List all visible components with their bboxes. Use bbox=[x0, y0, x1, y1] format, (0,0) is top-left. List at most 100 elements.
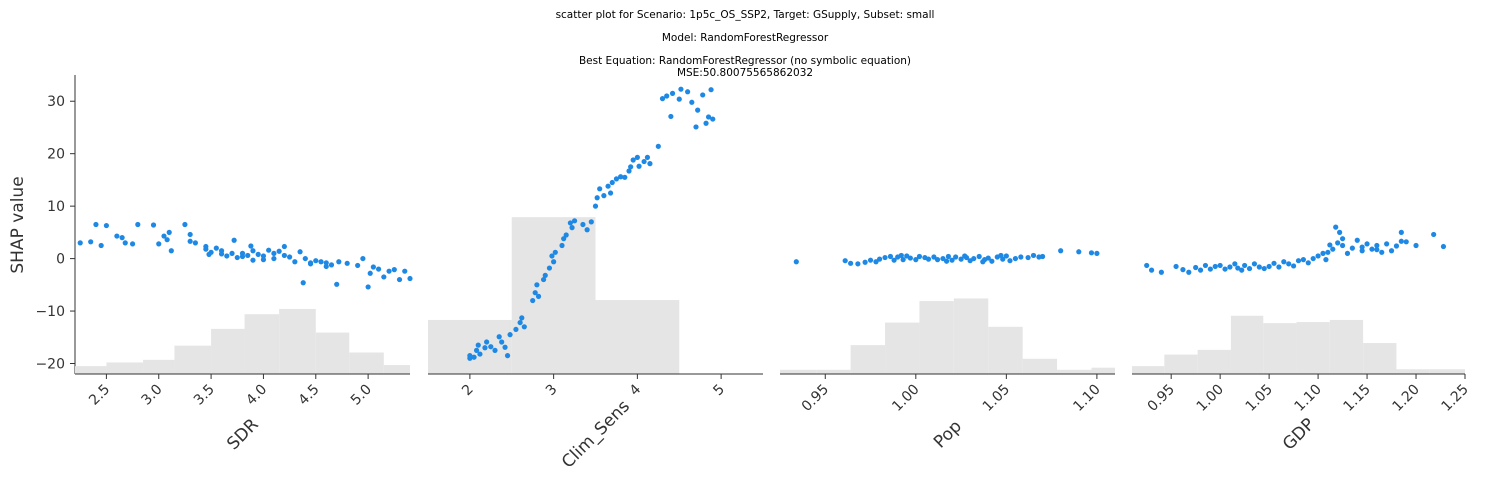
data-point bbox=[367, 270, 373, 276]
data-point bbox=[1030, 252, 1037, 259]
data-point bbox=[659, 96, 666, 102]
data-point bbox=[916, 253, 923, 260]
data-point bbox=[381, 274, 387, 280]
data-point bbox=[601, 193, 607, 199]
histogram-bar bbox=[780, 369, 817, 374]
panel-gdp: 0.95 1.00 1.05 1.10 1.15 1.20 1.25 GDP bbox=[1132, 224, 1472, 454]
data-point bbox=[958, 256, 964, 262]
x-tick-label: 1.10 bbox=[1070, 382, 1103, 415]
panel-sdr: 2.5 3.0 3.5 4.0 4.5 5.0 SDR bbox=[75, 221, 413, 455]
data-point bbox=[250, 257, 256, 263]
data-point bbox=[386, 268, 392, 274]
data-point bbox=[876, 256, 883, 262]
data-point bbox=[1246, 265, 1253, 272]
histogram-bar bbox=[919, 301, 954, 374]
data-point bbox=[1295, 258, 1302, 264]
data-point bbox=[344, 260, 350, 266]
data-point bbox=[1344, 250, 1351, 256]
data-point bbox=[323, 263, 329, 270]
model-subtitle: Model: RandomForestRegressor bbox=[661, 32, 829, 44]
data-point bbox=[542, 272, 548, 278]
data-point bbox=[1300, 257, 1306, 263]
data-point bbox=[302, 255, 308, 262]
data-point bbox=[887, 253, 894, 260]
data-point bbox=[77, 240, 83, 246]
data-point bbox=[882, 254, 888, 261]
histogram-bar bbox=[1263, 323, 1297, 374]
y-tick-label: −10 bbox=[35, 304, 65, 320]
data-point bbox=[482, 345, 488, 351]
data-point bbox=[1094, 250, 1100, 256]
data-point bbox=[507, 332, 513, 338]
data-point bbox=[976, 253, 982, 260]
data-point bbox=[985, 255, 991, 261]
x-tick-label: 1.25 bbox=[1438, 382, 1471, 415]
data-point bbox=[213, 245, 219, 251]
data-point bbox=[187, 231, 193, 238]
data-point bbox=[271, 250, 277, 256]
x-axis-label: SDR bbox=[223, 415, 263, 455]
histogram-bar bbox=[174, 345, 212, 374]
data-point bbox=[203, 243, 209, 250]
data-point bbox=[318, 259, 324, 265]
data-point bbox=[546, 265, 553, 271]
data-point bbox=[668, 113, 674, 120]
data-point bbox=[1251, 261, 1258, 267]
data-point bbox=[1330, 246, 1336, 252]
data-point bbox=[502, 344, 508, 350]
mse-subtitle: MSE:50.80075565862032 bbox=[676, 67, 814, 79]
data-point bbox=[1291, 263, 1297, 269]
x-tick-label: 1.00 bbox=[889, 382, 922, 415]
data-point bbox=[1222, 266, 1228, 272]
histogram-bar bbox=[511, 217, 596, 374]
data-point bbox=[549, 253, 555, 259]
data-point bbox=[1144, 262, 1150, 269]
data-point bbox=[535, 293, 542, 299]
data-point bbox=[122, 240, 128, 246]
data-point bbox=[644, 154, 651, 160]
histogram-bar bbox=[953, 298, 989, 374]
x-tick-label: 4.5 bbox=[296, 382, 323, 409]
data-point bbox=[1413, 242, 1419, 249]
x-tick-label: 4.0 bbox=[243, 382, 270, 409]
y-tick-label: 30 bbox=[47, 94, 65, 110]
data-point bbox=[873, 259, 879, 265]
data-point bbox=[292, 259, 298, 265]
x-axis-label: Pop bbox=[930, 416, 966, 452]
data-point bbox=[360, 255, 366, 262]
x-tick-label: 5 bbox=[710, 382, 728, 400]
data-point bbox=[989, 258, 995, 264]
histogram-bar bbox=[1429, 369, 1465, 374]
y-axis-label: SHAP value bbox=[8, 176, 28, 273]
data-point bbox=[1227, 264, 1233, 270]
data-point bbox=[1003, 253, 1009, 259]
data-point bbox=[519, 315, 525, 321]
data-point bbox=[129, 241, 136, 247]
data-point bbox=[705, 114, 712, 120]
data-point bbox=[119, 235, 125, 241]
data-point bbox=[630, 157, 636, 163]
x-tick-label: 1.10 bbox=[1292, 382, 1325, 415]
data-point bbox=[467, 353, 473, 359]
data-point bbox=[1271, 260, 1277, 266]
histogram-bar bbox=[988, 326, 1023, 374]
data-point bbox=[473, 347, 480, 353]
data-point bbox=[953, 254, 959, 260]
data-point bbox=[628, 164, 634, 170]
data-point bbox=[521, 324, 527, 330]
data-point bbox=[1193, 264, 1199, 271]
data-point bbox=[88, 239, 94, 245]
panel-clim-sens: 2 3 4 5 Clim_Sens bbox=[428, 86, 763, 472]
data-point bbox=[613, 176, 620, 182]
data-point bbox=[266, 247, 272, 253]
data-point bbox=[477, 351, 483, 357]
data-point bbox=[1398, 238, 1404, 244]
data-point bbox=[328, 262, 335, 268]
data-point bbox=[626, 168, 632, 174]
data-point bbox=[552, 249, 558, 255]
data-point bbox=[607, 190, 614, 196]
data-point bbox=[571, 218, 578, 224]
data-point bbox=[1088, 250, 1095, 256]
data-point bbox=[584, 227, 590, 233]
data-point bbox=[1256, 264, 1262, 270]
